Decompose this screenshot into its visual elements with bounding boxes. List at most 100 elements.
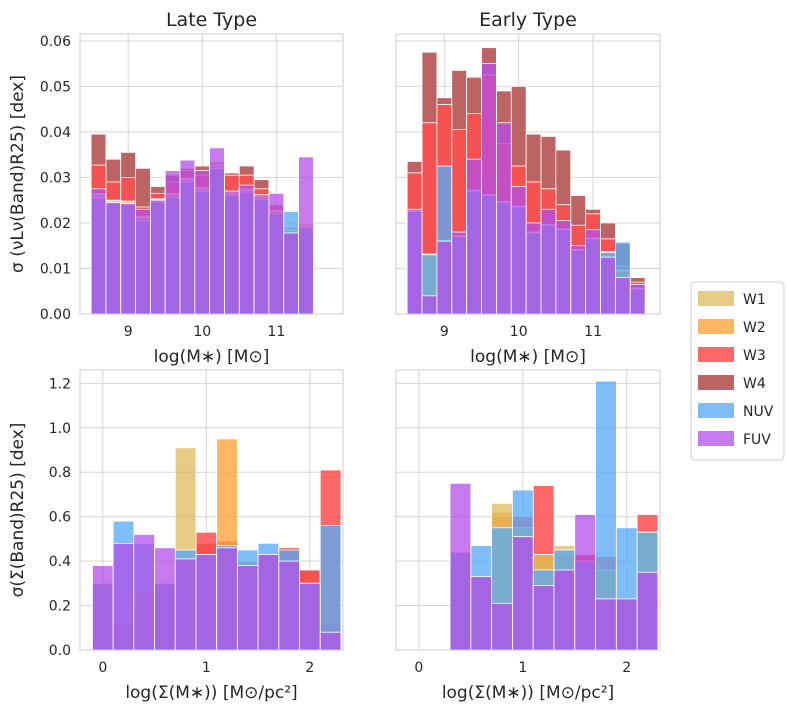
bar-fuv [133,534,155,651]
bar-fuv [164,170,181,315]
bar-fuv [451,231,468,315]
plot-frame [395,369,661,651]
series-fuv [92,534,342,651]
y-tick-label: 0.01 [40,261,71,277]
x-tick-label: 1 [202,660,211,676]
bar-fuv [194,170,211,315]
legend-swatch-w3 [698,347,734,362]
bar-fuv [449,482,472,651]
panel-late-type-surface-density: 0 1 2 0.0 0.2 0.4 0.6 0.8 1.0 1.2 log(Σ(M∗)) [M⊙/p… [8,369,344,703]
y-tick-label: 1.0 [49,421,71,437]
bar-fuv [209,147,225,315]
y-tick-label: 0.0 [49,643,71,659]
x-tick-label: 2 [305,660,314,676]
bar-fuv [421,295,438,315]
bar-fuv [614,277,631,315]
bar-fuv [120,202,136,315]
y-tick-label: 0.03 [40,170,71,186]
bar-fuv [595,598,617,651]
bar-fuv [585,229,601,315]
panel-title: Early Type [479,9,577,31]
bar-fuv [436,240,453,315]
bar-fuv [553,569,576,651]
x-tick-label: 9 [440,324,449,340]
x-tick-label: 9 [124,324,133,340]
panel-title: Late Type [166,9,257,31]
legend-swatch-w4 [698,375,734,390]
bar-fuv [466,158,482,315]
bar-fuv [283,232,299,315]
bar-fuv [179,159,196,315]
legend: W1 W2 W3 W4 NUV FUV [690,281,785,461]
legend-label-nuv: NUV [743,404,774,420]
bar-fuv [570,245,587,315]
x-tick-label: 10 [193,324,211,340]
legend-label-w1: W1 [743,292,766,308]
legend-swatch-w2 [698,319,734,334]
x-tick-label: 0 [98,660,107,676]
bar-fuv [268,192,285,315]
plot-frame [395,33,661,315]
bar-fuv [510,186,527,315]
bar-fuv [257,554,280,651]
y-tick-label: 1.2 [49,376,71,392]
bar-fuv [481,63,497,315]
plot-frame [79,369,344,651]
bar-fuv [540,208,557,315]
bar-fuv [135,208,151,315]
x-axis-label: log(M∗) [M⊙] [470,347,586,367]
bar-fuv [495,122,512,315]
y-tick-label: 0.2 [49,599,71,615]
series-fuv [449,482,659,651]
x-axis-label: log(Σ(M∗)) [M⊙/pc²] [125,683,297,703]
bar-fuv [615,598,638,651]
legend-label-w4: W4 [743,376,766,392]
bar-fuv [154,547,176,651]
bar-fuv [512,536,534,651]
x-axis-label: log(M∗) [M⊙] [154,347,270,367]
bar-fuv [299,582,321,651]
bar-fuv [112,542,135,651]
bar-fuv [105,202,122,315]
panel-early-type-luminosity: 9 10 11 Early Type log(M∗) [M⊙] [395,9,661,367]
bar-fuv [574,514,596,651]
legend-label-w3: W3 [743,348,766,364]
bar-fuv [636,571,659,651]
bar-fuv [319,631,342,651]
bar-fuv [491,602,513,651]
x-tick-label: 11 [267,324,285,340]
y-tick-label: 0.02 [40,216,71,232]
x-tick-label: 2 [622,660,631,676]
bar-fuv [278,560,300,651]
y-tick-label: 0.06 [40,34,71,50]
bar-fuv [238,184,255,315]
legend-label-w2: W2 [743,320,766,336]
x-tick-label: 11 [584,324,602,340]
bar-fuv [195,554,218,651]
bar-fuv [224,190,240,315]
legend-label-fuv: FUV [743,432,771,448]
bar-fuv [216,547,238,651]
x-axis-label: log(Σ(M∗)) [M⊙/pc²] [442,683,614,703]
bar-fuv [236,565,259,651]
legend-swatch-w1 [698,291,734,306]
panel-early-type-surface-density: 0 1 2 log(Σ(M∗)) [M⊙/pc²] [395,369,661,703]
bar-fuv [525,222,542,315]
bar-fuv [629,284,646,315]
bar-fuv [532,585,555,651]
x-tick-label: 1 [518,660,527,676]
legend-swatch-fuv [698,431,734,446]
bar-fuv [253,194,270,315]
y-tick-label: 0.4 [49,554,71,570]
x-tick-label: 10 [510,324,528,340]
bar-fuv [174,558,197,651]
y-tick-label: 0.00 [40,307,71,323]
plot-frame [79,33,344,315]
panel-late-type-luminosity: 9 10 11 0.00 0.01 0.02 0.03 0.04 0.05 0.06 Late Ty… [8,9,344,367]
y-tick-label: 0.8 [49,465,71,481]
bar-fuv [298,156,314,315]
bar-fuv [406,208,423,315]
y-axis-label: σ (νLν(Band)R25) [dex] [8,75,28,273]
y-tick-label: 0.6 [49,510,71,526]
